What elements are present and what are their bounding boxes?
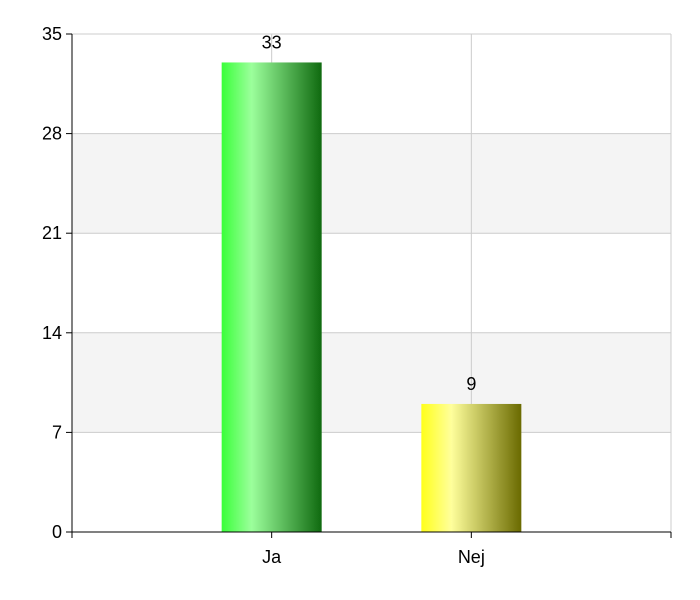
x-tick-label: Nej [458, 547, 485, 567]
bars [221, 62, 522, 532]
plot-band [72, 332, 671, 433]
data-labels: 33 9 [262, 32, 477, 393]
y-tick-label: 0 [52, 522, 62, 542]
bar-ja [221, 62, 322, 532]
y-tick-label: 14 [42, 323, 62, 343]
bar-nej [421, 403, 522, 532]
y-axis-ticks: 0 7 14 21 28 35 [42, 24, 72, 542]
plot-band [72, 133, 671, 234]
x-tick-label: Ja [262, 547, 282, 567]
data-label: 9 [466, 374, 476, 394]
axes [71, 34, 671, 533]
y-tick-label: 35 [42, 24, 62, 44]
y-tick-label: 7 [52, 422, 62, 442]
data-label: 33 [262, 32, 282, 52]
grid-lines [72, 33, 672, 532]
y-tick-label: 28 [42, 124, 62, 144]
x-axis-ticks: Ja Nej [71, 532, 672, 567]
plot-bands [72, 133, 671, 433]
y-tick-label: 21 [42, 223, 62, 243]
